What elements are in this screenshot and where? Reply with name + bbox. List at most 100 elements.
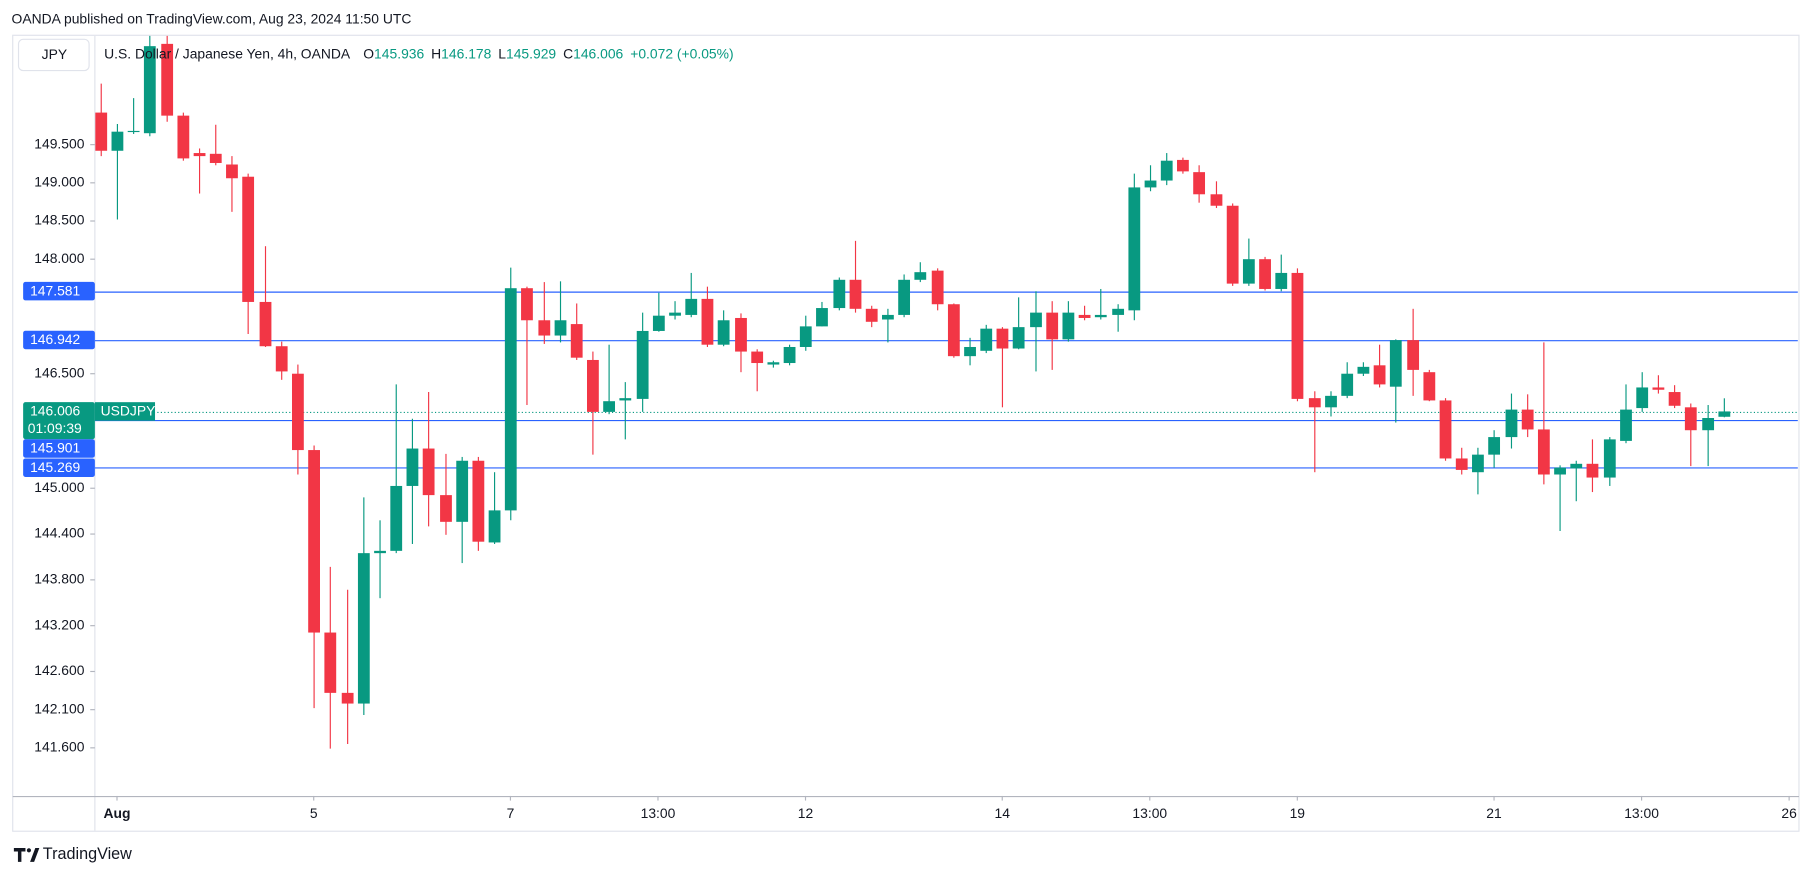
y-tick-label: 142.100	[34, 700, 84, 716]
candle-body	[1554, 467, 1566, 475]
candle-body	[964, 346, 976, 357]
legend: U.S. Dollar / Japanese Yen, 4h, OANDA O1…	[104, 45, 733, 61]
candle-body	[652, 315, 665, 331]
candle-body	[767, 362, 780, 365]
legend-key: L	[498, 45, 506, 61]
legend-value: 145.929	[506, 45, 556, 61]
y-tick-label: 145.000	[34, 479, 84, 495]
candle-body	[143, 46, 156, 134]
candle-body	[1078, 314, 1091, 318]
candle-body	[1586, 463, 1599, 478]
candle-body	[1521, 409, 1534, 430]
candle-body	[308, 450, 320, 633]
y-tick-label: 149.000	[34, 174, 84, 190]
symbol-label-bg	[94, 402, 156, 421]
x-tick-label: 26	[1781, 805, 1797, 821]
candle-body	[1570, 463, 1583, 469]
candle-body	[554, 320, 567, 336]
candle-body	[1046, 312, 1059, 340]
candle-body	[735, 317, 747, 352]
candle-body	[275, 346, 288, 372]
candle-body	[1030, 312, 1042, 328]
candle-body	[1177, 159, 1189, 172]
candle-body	[521, 288, 533, 321]
x-tick-label: 5	[310, 805, 318, 821]
candle-body	[1472, 454, 1484, 473]
price-line-label-bg	[23, 439, 95, 458]
header: OANDA published on TradingView.com, Aug …	[12, 10, 412, 26]
candle-body	[799, 326, 812, 347]
y-tick-label: 146.500	[34, 364, 84, 380]
x-tick-label: 13:00	[1624, 805, 1659, 821]
candle-body	[390, 485, 403, 551]
candle-body	[996, 328, 1009, 349]
legend-value: 145.936	[374, 45, 424, 61]
candle-body	[1439, 400, 1452, 459]
candle-body	[882, 314, 894, 320]
y-tick-label: 148.500	[34, 212, 84, 228]
candle-body	[636, 330, 649, 399]
candle-body	[1423, 372, 1436, 401]
candle-body	[1537, 429, 1550, 475]
legend-value: 146.006	[573, 45, 623, 61]
candle-body	[357, 553, 370, 704]
candle-body	[685, 298, 698, 315]
candle-body	[669, 312, 681, 316]
candle-body	[931, 270, 944, 305]
legend-key: O	[363, 45, 374, 61]
legend-change: +0.072 (+0.05%)	[630, 45, 733, 61]
plot-area	[94, 35, 1798, 749]
candle-body	[472, 460, 485, 542]
currency-button[interactable]	[17, 38, 90, 72]
candle-body	[947, 304, 960, 357]
y-tick-label: 143.200	[34, 616, 84, 632]
price-line-label-bg	[23, 281, 95, 301]
candle-body	[1407, 340, 1420, 370]
candle-body	[242, 176, 255, 302]
candle-body	[440, 495, 452, 522]
price-line-label: 145.901	[30, 440, 80, 456]
currency[interactable]: JPY	[42, 46, 67, 62]
x-tick-label: 19	[1290, 805, 1306, 821]
y-tick-label: 149.500	[34, 135, 84, 151]
candle-body	[177, 115, 190, 159]
candle-body	[1341, 373, 1354, 396]
candle-body	[259, 301, 272, 347]
price-line-label-bg	[23, 458, 95, 477]
candle-body	[1094, 314, 1107, 318]
candle-body	[1325, 395, 1337, 408]
legend-key: H	[431, 45, 441, 61]
candle-body	[816, 308, 828, 327]
candle-body	[1505, 409, 1518, 438]
candle-body	[1193, 172, 1206, 195]
candle-body	[538, 320, 551, 336]
candle-body	[161, 43, 174, 116]
candle-body	[193, 153, 206, 157]
candle-body	[980, 328, 993, 351]
candle-body	[849, 279, 862, 309]
candle-body	[619, 398, 632, 401]
candle-body	[1357, 366, 1370, 374]
candle-body	[717, 320, 730, 345]
candle-body	[1242, 259, 1255, 284]
candle-body	[1702, 417, 1715, 431]
candle-body	[603, 401, 616, 412]
candle-body	[1062, 312, 1075, 340]
countdown: 01:09:39	[28, 420, 82, 436]
candle-body	[1308, 398, 1321, 408]
symbol-label: USDJPY	[101, 403, 156, 419]
candle-body	[914, 272, 927, 280]
x-tick-label: 21	[1486, 805, 1502, 821]
legend-value: 146.178	[441, 45, 491, 61]
candle-body	[456, 460, 469, 522]
price-line-label: 146.942	[30, 331, 80, 347]
candle-body	[833, 279, 846, 309]
candle-body	[570, 324, 583, 358]
y-tick-label: 144.400	[34, 525, 84, 541]
x-tick-label: 7	[507, 805, 515, 821]
candle-body	[1112, 308, 1125, 315]
footer-brand: TradingView	[43, 845, 132, 863]
candle-body	[1226, 205, 1239, 284]
x-tick-label: 12	[798, 805, 814, 821]
